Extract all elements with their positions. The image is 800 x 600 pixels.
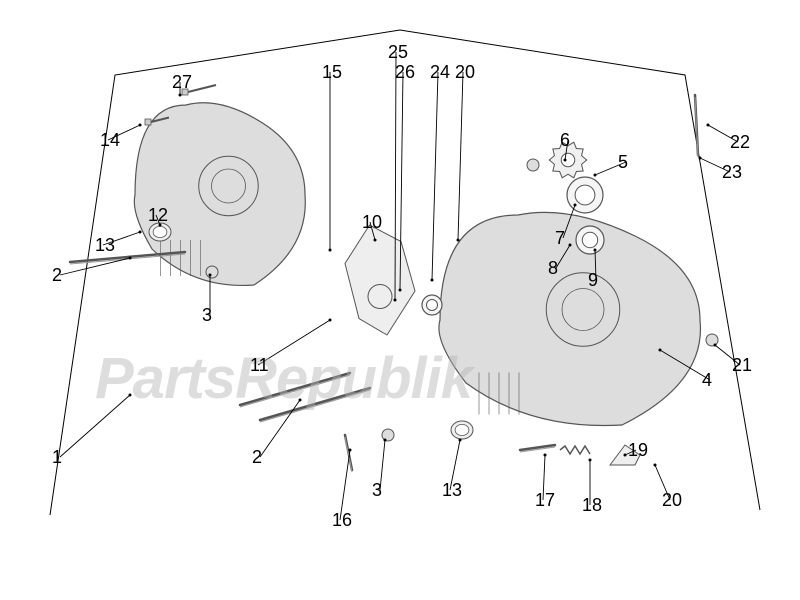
callout-label-16: 16 — [332, 510, 352, 531]
callout-label-19: 19 — [628, 440, 648, 461]
callout-label-23: 23 — [722, 162, 742, 183]
callout-label-3a: 3 — [202, 305, 212, 326]
callout-label-17: 17 — [535, 490, 555, 511]
callout-label-5: 5 — [618, 152, 628, 173]
callout-label-6: 6 — [560, 130, 570, 151]
callout-label-8: 8 — [548, 258, 558, 279]
callout-label-11: 11 — [250, 355, 269, 376]
callout-label-10: 10 — [362, 212, 382, 233]
callout-label-20b: 20 — [455, 62, 475, 83]
callout-label-12: 12 — [148, 205, 168, 226]
callout-label-13b: 13 — [442, 480, 462, 501]
callout-label-15: 15 — [322, 62, 342, 83]
callout-label-22: 22 — [730, 132, 750, 153]
callout-label-13a: 13 — [95, 235, 115, 256]
callout-label-2a: 2 — [52, 265, 62, 286]
callout-label-27: 27 — [172, 72, 192, 93]
diagram-container: PartsRepublik 12233456789101112131314151… — [0, 0, 800, 600]
callout-label-21: 21 — [732, 355, 752, 376]
callout-label-24: 24 — [430, 62, 450, 83]
callout-label-20a: 20 — [662, 490, 682, 511]
callout-label-2b: 2 — [252, 447, 262, 468]
callout-label-26: 26 — [395, 62, 415, 83]
callout-label-3b: 3 — [372, 480, 382, 501]
callout-label-25: 25 — [388, 42, 408, 63]
callout-label-9: 9 — [588, 270, 598, 291]
callout-label-1: 1 — [52, 447, 62, 468]
callout-label-18: 18 — [582, 495, 602, 516]
callout-label-14: 14 — [100, 130, 120, 151]
callout-label-4: 4 — [702, 370, 712, 391]
callout-label-7: 7 — [555, 228, 565, 249]
